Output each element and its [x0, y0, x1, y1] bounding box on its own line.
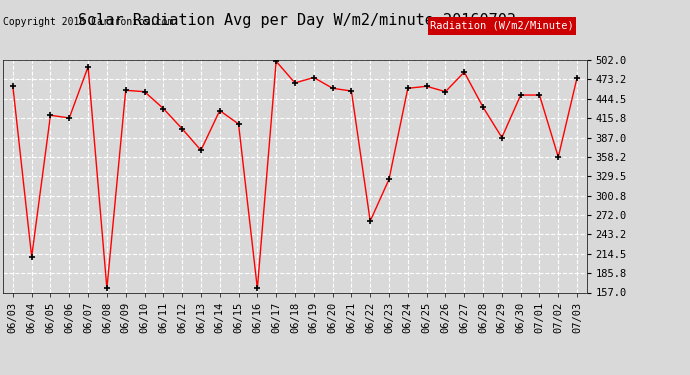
Text: Radiation (W/m2/Minute): Radiation (W/m2/Minute)	[430, 21, 574, 31]
Text: Copyright 2016 Cartronics.com: Copyright 2016 Cartronics.com	[3, 17, 174, 27]
Text: Solar Radiation Avg per Day W/m2/minute 20160703: Solar Radiation Avg per Day W/m2/minute …	[78, 13, 515, 28]
